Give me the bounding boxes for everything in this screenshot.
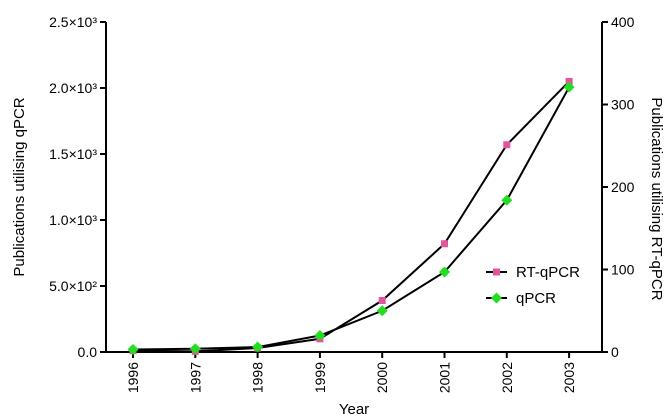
y-left-tick-label: 2.5×10³: [49, 14, 97, 30]
legend-marker-diamond: [491, 292, 502, 304]
x-tick-label: 1996: [125, 362, 141, 393]
data-point-qpcr: [252, 341, 264, 353]
data-point-qpcr: [189, 343, 201, 355]
data-point-rt-qpcr: [565, 77, 573, 85]
series-layer: [127, 77, 575, 356]
data-point-rt-qpcr: [441, 240, 448, 248]
y-left-tick-label: 0.0: [78, 344, 98, 360]
data-point-qpcr: [314, 330, 326, 341]
data-point-qpcr: [439, 266, 450, 278]
x-tick-label: 1999: [312, 362, 328, 393]
x-tick-label: 2003: [561, 362, 577, 393]
y-right-tick-label: 100: [611, 262, 635, 278]
axes: 0.0 5.0×10² 1.0×10³ 1.5×10³ 2.0×10³ 2.5×10³ 0 1…: [49, 14, 634, 393]
data-point-qpcr: [501, 194, 513, 206]
y-left-tick-label: 2.0×10³: [49, 80, 97, 96]
y-left-tick-label: 1.0×10³: [49, 212, 97, 228]
y-right-tick-label: 200: [611, 179, 635, 195]
y-axis-right-title: Publications utilising RT-qPCR: [648, 97, 665, 300]
x-tick-label: 1998: [250, 362, 266, 393]
y-left-tick-label: 5.0×10²: [49, 278, 97, 294]
x-tick-label: 2000: [374, 362, 390, 393]
x-tick-label: 2001: [437, 362, 453, 393]
legend-marker-square: [493, 268, 500, 276]
data-point-rt-qpcr: [503, 141, 511, 149]
y-right-tick-label: 0: [611, 344, 619, 360]
y-right-tick-label: 300: [611, 97, 635, 113]
y-right-tick-label: 400: [611, 14, 635, 30]
data-point-rt-qpcr: [378, 297, 386, 305]
legend-label: qPCR: [516, 290, 556, 307]
y-left-tick-label: 1.5×10³: [49, 146, 97, 162]
x-axis-title: Year: [339, 401, 369, 418]
x-tick-label: 1997: [187, 362, 203, 393]
legend: RT-qPCR qPCR: [486, 264, 580, 307]
data-point-qpcr: [376, 305, 388, 317]
data-point-qpcr: [127, 344, 139, 356]
x-tick-label: 2002: [499, 362, 515, 393]
y-axis-left-title: Publications utilising qPCR: [11, 97, 28, 276]
data-point-qpcr: [563, 81, 575, 93]
series-line-qpcr: [132, 86, 570, 351]
series-line-rt-qpcr: [132, 80, 570, 353]
legend-label: RT-qPCR: [516, 264, 580, 281]
